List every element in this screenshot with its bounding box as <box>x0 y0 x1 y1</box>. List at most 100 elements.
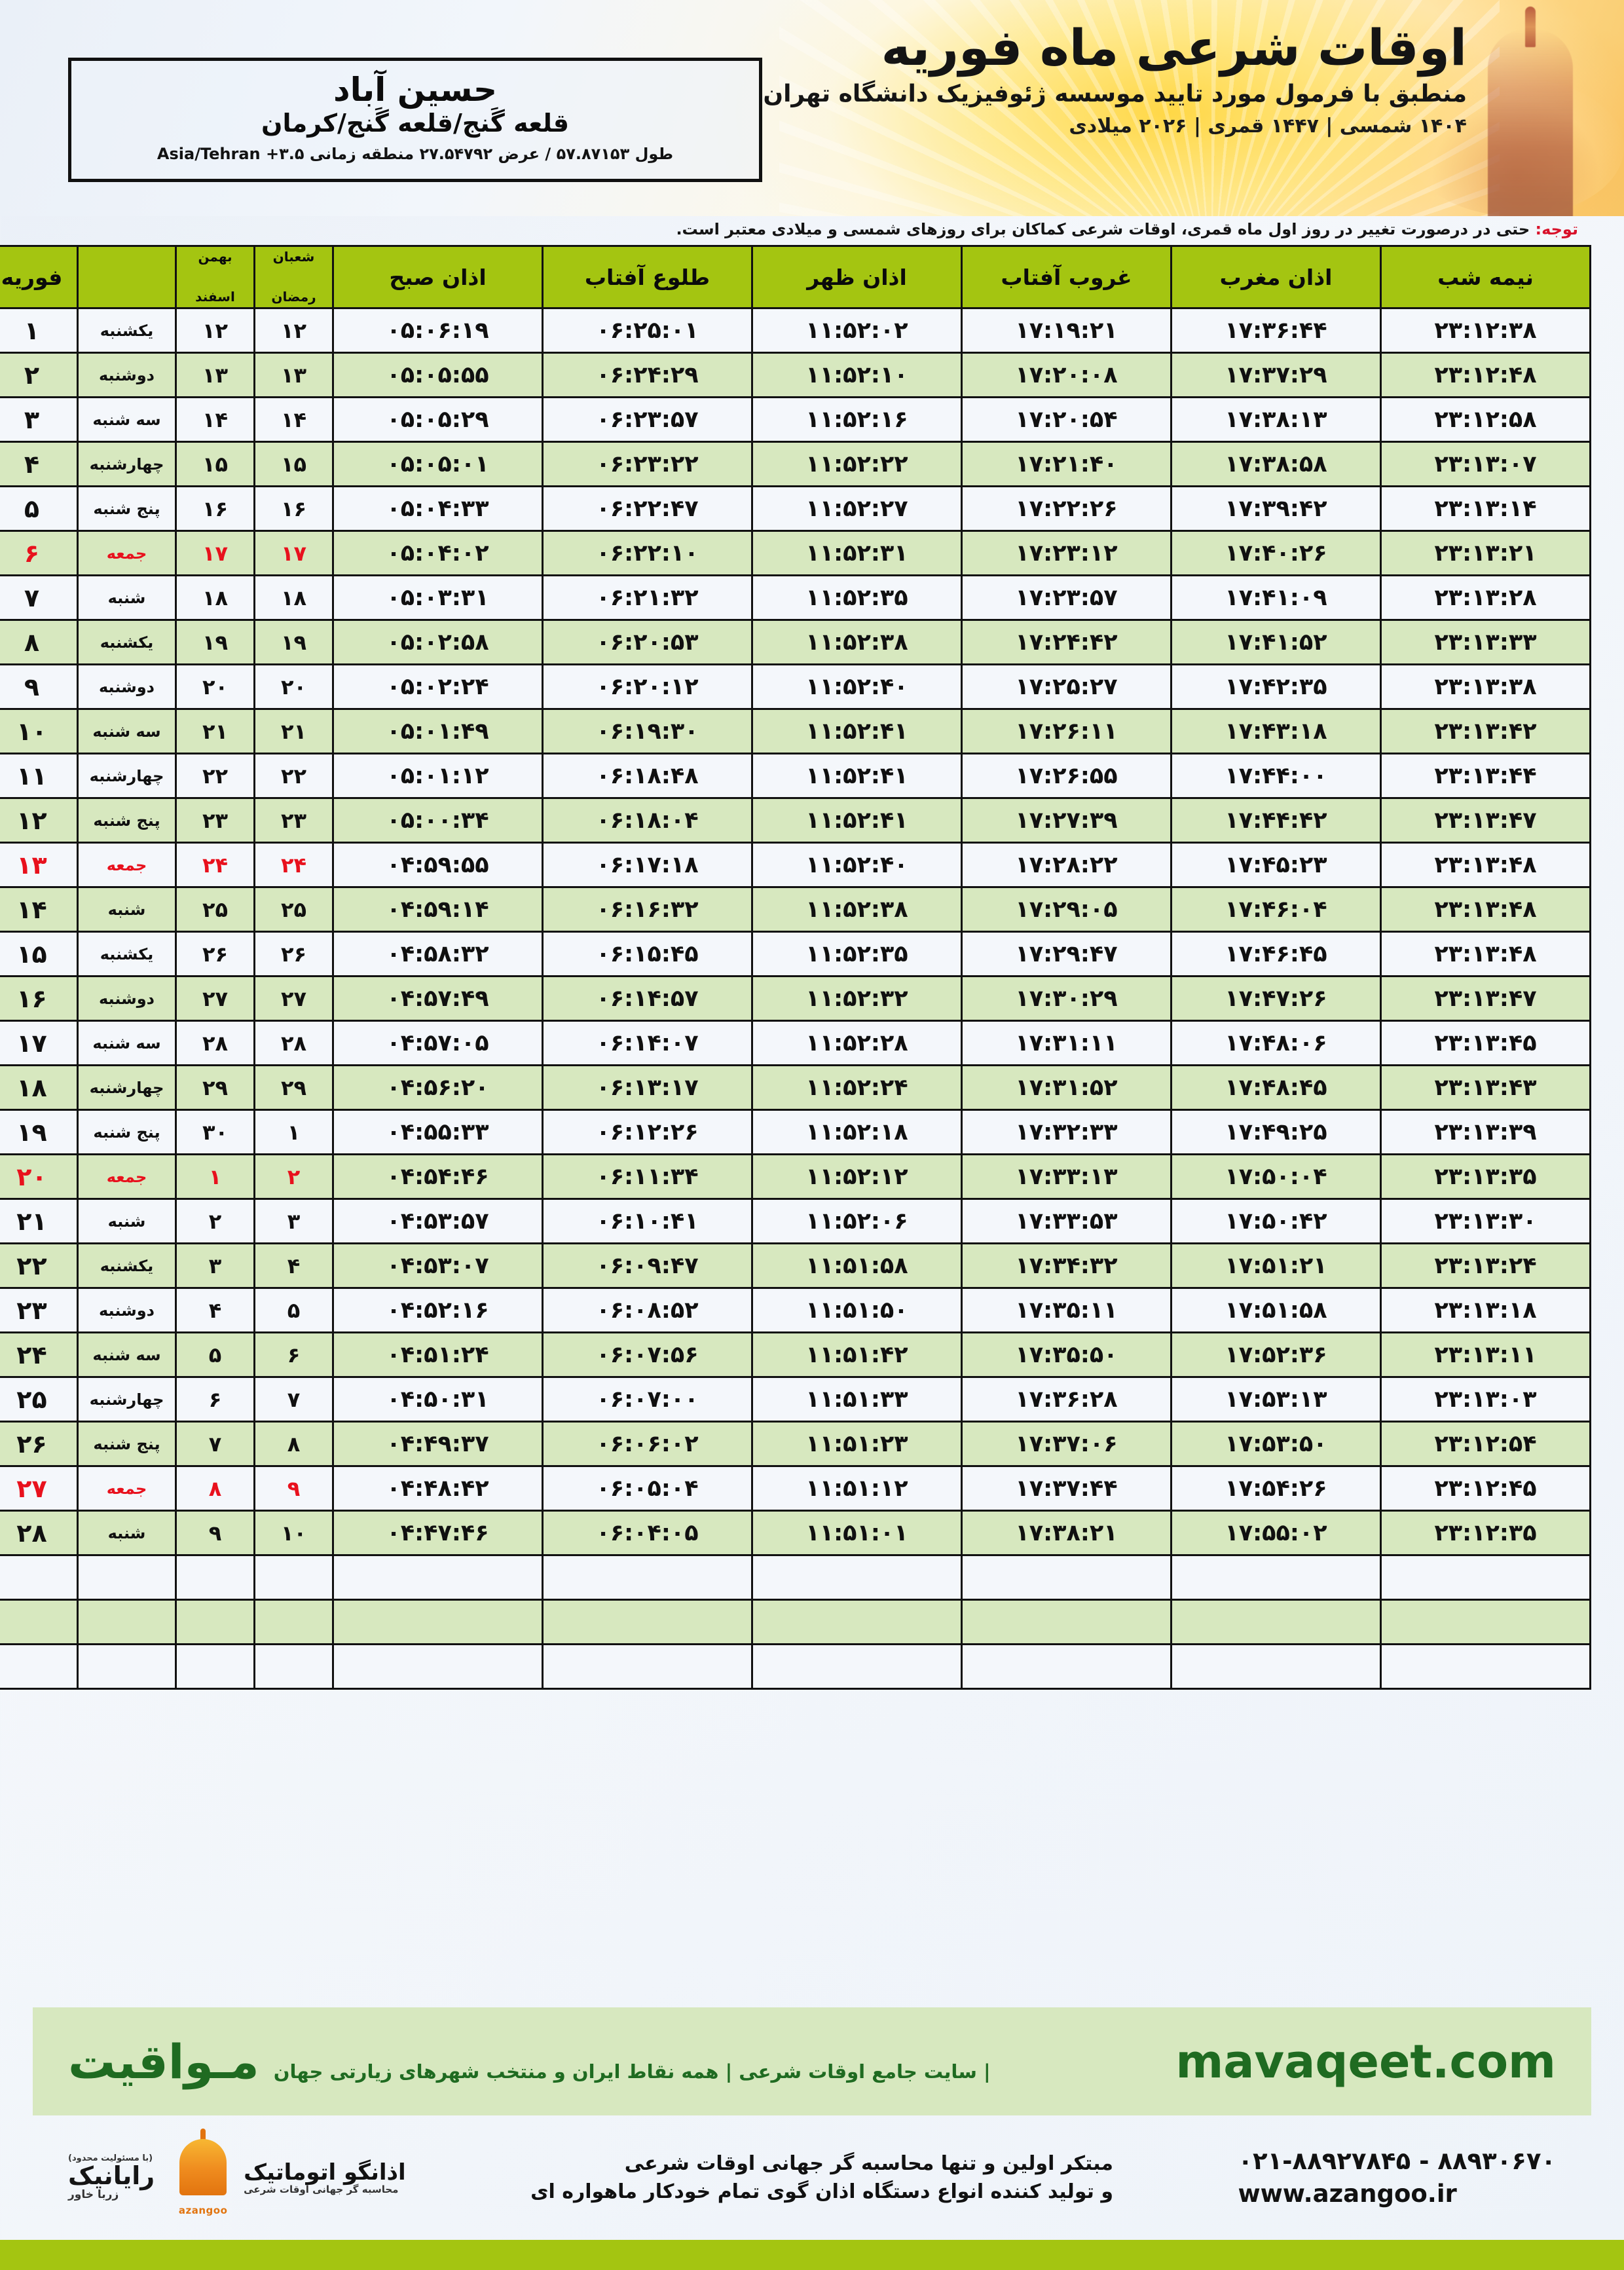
cell-hijri-day: ۱۶ <box>253 485 334 532</box>
cell-time-fajr: ۰۵:۰۳:۳۱ <box>332 574 544 621</box>
cell-time-dhuhr: ۱۱:۵۱:۴۲ <box>751 1331 963 1378</box>
contact-website[interactable]: www.azangoo.ir <box>1238 2180 1457 2208</box>
table-row: ۲۳:۱۳:۴۸ ۱۷:۴۵:۲۳ ۱۷:۲۸:۲۲ ۱۱:۵۲:۴۰ ۰۶:۱۷:۱۸… <box>0 842 1591 888</box>
cell-gregorian-day: ۹ <box>0 663 79 710</box>
cell-time-midnight <box>1380 1643 1591 1690</box>
cell-time-sunset: ۱۷:۲۰:۰۸ <box>961 352 1172 398</box>
cell-weekday-name: شنبه <box>77 574 177 621</box>
table-row: ۲۳:۱۳:۴۸ ۱۷:۴۶:۰۴ ۱۷:۲۹:۰۵ ۱۱:۵۲:۳۸ ۰۶:۱۶:۳۲… <box>0 886 1591 933</box>
contact-column: ۰۲۱-۸۸۹۲۷۸۴۵ - ۸۸۹۳۰۶۷۰ www.azangoo.ir <box>1238 2145 1556 2210</box>
cell-weekday-name: یکشنبه <box>77 1242 177 1289</box>
col-header-sunset: غروب آفتاب <box>961 245 1172 309</box>
cell-time-sunrise: ۰۶:۲۲:۱۰ <box>542 530 753 576</box>
table-row: ۲۳:۱۳:۰۳ ۱۷:۵۳:۱۳ ۱۷:۳۶:۲۸ ۱۱:۵۱:۳۳ ۰۶:۰۷:۰۰… <box>0 1376 1591 1423</box>
contact-phone: ۰۲۱-۸۸۹۲۷۸۴۵ - ۸۸۹۳۰۶۷۰ <box>1238 2147 1556 2176</box>
cell-time-midnight: ۲۳:۱۲:۴۸ <box>1380 352 1591 398</box>
cell-shamsi-day: ۳ <box>175 1242 255 1289</box>
cell-time-sunset: ۱۷:۲۱:۴۰ <box>961 441 1172 487</box>
cell-gregorian-day: ۲۴ <box>0 1331 79 1378</box>
azangoo-logo-text: اذانگو اتوماتیک محاسبه گر جهانی اوقات شر… <box>244 2159 406 2195</box>
cell-weekday-name: دوشنبه <box>77 352 177 398</box>
col-header-midnight: نیمه شب <box>1380 245 1591 309</box>
cell-time-midnight: ۲۳:۱۳:۰۷ <box>1380 441 1591 487</box>
cell-time-sunrise: ۰۶:۱۹:۳۰ <box>542 708 753 754</box>
cell-time-maghrib: ۱۷:۴۳:۱۸ <box>1170 708 1382 754</box>
slogan-column: مبتکر اولین و تنها محاسبه گر جهانی اوقات… <box>530 2149 1113 2206</box>
cell-time-maghrib <box>1170 1643 1382 1690</box>
cell-time-sunrise: ۰۶:۲۳:۵۷ <box>542 396 753 443</box>
cell-time-sunrise: ۰۶:۲۴:۲۹ <box>542 352 753 398</box>
rayanik-logo-main: رایانیک <box>68 2161 155 2190</box>
azangoo-logo-title: اذانگو اتوماتیک <box>244 2159 406 2186</box>
cell-gregorian-day: ۴ <box>0 441 79 487</box>
cell-gregorian-day: ۲۱ <box>0 1198 79 1244</box>
cell-hijri-day: ۲۹ <box>253 1064 334 1111</box>
cell-time-sunset: ۱۷:۲۶:۱۱ <box>961 708 1172 754</box>
cell-time-maghrib: ۱۷:۴۸:۰۶ <box>1170 1020 1382 1066</box>
cell-time-sunset: ۱۷:۲۴:۴۲ <box>961 619 1172 665</box>
cell-time-sunset: ۱۷:۳۶:۲۸ <box>961 1376 1172 1423</box>
cell-time-maghrib: ۱۷:۴۶:۰۴ <box>1170 886 1382 933</box>
cell-time-sunset: ۱۷:۱۹:۲۱ <box>961 307 1172 354</box>
cell-weekday-name: یکشنبه <box>77 931 177 977</box>
cell-time-sunset: ۱۷:۲۷:۳۹ <box>961 797 1172 844</box>
cell-time-sunrise: ۰۶:۱۵:۴۵ <box>542 931 753 977</box>
table-row: ۲۳:۱۳:۴۷ ۱۷:۴۷:۲۶ ۱۷:۳۰:۲۹ ۱۱:۵۲:۳۲ ۰۶:۱۴:۵۷… <box>0 975 1591 1022</box>
table-row: ۲۳:۱۲:۳۸ ۱۷:۳۶:۴۴ ۱۷:۱۹:۲۱ ۱۱:۵۲:۰۲ ۰۶:۲۵:۰۱… <box>0 307 1591 354</box>
cell-time-dhuhr: ۱۱:۵۲:۲۷ <box>751 485 963 532</box>
table-row <box>0 1554 1591 1601</box>
cell-time-dhuhr: ۱۱:۵۱:۵۸ <box>751 1242 963 1289</box>
cell-time-maghrib: ۱۷:۳۷:۲۹ <box>1170 352 1382 398</box>
cell-time-dhuhr: ۱۱:۵۲:۱۸ <box>751 1109 963 1155</box>
cell-weekday-name: جمعه <box>77 1465 177 1512</box>
cell-time-sunset: ۱۷:۲۸:۲۲ <box>961 842 1172 888</box>
cell-time-sunset <box>961 1599 1172 1645</box>
cell-time-midnight: ۲۳:۱۳:۱۸ <box>1380 1287 1591 1333</box>
cell-shamsi-day: ۱۳ <box>175 352 255 398</box>
city-name: حسین آباد <box>333 71 498 109</box>
cell-hijri-day: ۱۲ <box>253 307 334 354</box>
cell-time-maghrib: ۱۷:۴۸:۴۵ <box>1170 1064 1382 1111</box>
cell-shamsi-day: ۲۰ <box>175 663 255 710</box>
cell-shamsi-day: ۱۷ <box>175 530 255 576</box>
table-header: نیمه شب اذان مغرب غروب آفتاب اذان ظهر طل… <box>0 245 1591 309</box>
col-header-shamsi: بهمن اسفند <box>175 245 255 309</box>
cell-time-sunset: ۱۷:۲۳:۱۲ <box>961 530 1172 576</box>
cell-hijri-day: ۱۰ <box>253 1510 334 1556</box>
cell-weekday-name: جمعه <box>77 842 177 888</box>
cell-gregorian-day: ۶ <box>0 530 79 576</box>
brand-domain[interactable]: mavaqeet.com <box>1175 2034 1556 2089</box>
cell-time-midnight: ۲۳:۱۳:۴۳ <box>1380 1064 1591 1111</box>
cell-time-maghrib: ۱۷:۵۰:۰۴ <box>1170 1153 1382 1200</box>
page-footer: mavaqeet.com | سایت جامع اوقات شرعی | هم… <box>0 2007 1624 2270</box>
cell-hijri-day: ۴ <box>253 1242 334 1289</box>
table-row <box>0 1599 1591 1645</box>
cell-time-sunset: ۱۷:۲۳:۵۷ <box>961 574 1172 621</box>
cell-gregorian-day: ۲۶ <box>0 1421 79 1467</box>
cell-shamsi-day: ۱۲ <box>175 307 255 354</box>
cell-time-midnight: ۲۳:۱۲:۵۸ <box>1380 396 1591 443</box>
cell-time-fajr: ۰۴:۵۹:۱۴ <box>332 886 544 933</box>
cell-hijri-day: ۲۳ <box>253 797 334 844</box>
table-row: ۲۳:۱۳:۳۵ ۱۷:۵۰:۰۴ ۱۷:۳۳:۱۳ ۱۱:۵۲:۱۲ ۰۶:۱۱:۳۴… <box>0 1153 1591 1200</box>
cell-hijri-day: ۱۵ <box>253 441 334 487</box>
cell-time-midnight: ۲۳:۱۳:۴۸ <box>1380 931 1591 977</box>
brand-tagline: | سایت جامع اوقات شرعی | همه نقاط ایران … <box>273 2060 991 2083</box>
cell-time-sunset: ۱۷:۳۲:۳۳ <box>961 1109 1172 1155</box>
cell-time-midnight: ۲۳:۱۳:۰۳ <box>1380 1376 1591 1423</box>
cell-time-sunrise: ۰۶:۱۳:۱۷ <box>542 1064 753 1111</box>
cell-hijri-day <box>253 1643 334 1690</box>
table-row: ۲۳:۱۳:۴۳ ۱۷:۴۸:۴۵ ۱۷:۳۱:۵۲ ۱۱:۵۲:۲۴ ۰۶:۱۳:۱۷… <box>0 1064 1591 1111</box>
cell-time-sunrise: ۰۶:۲۰:۱۲ <box>542 663 753 710</box>
cell-time-dhuhr <box>751 1643 963 1690</box>
cell-time-sunset: ۱۷:۲۰:۵۴ <box>961 396 1172 443</box>
cell-time-midnight: ۲۳:۱۳:۳۹ <box>1380 1109 1591 1155</box>
cell-time-dhuhr: ۱۱:۵۲:۴۱ <box>751 753 963 799</box>
cell-hijri-day: ۱۳ <box>253 352 334 398</box>
cell-shamsi-day <box>175 1643 255 1690</box>
col-header-dhuhr: اذان ظهر <box>751 245 963 309</box>
cell-shamsi-day: ۲۸ <box>175 1020 255 1066</box>
cell-gregorian-day: ۲۲ <box>0 1242 79 1289</box>
cell-time-sunrise: ۰۶:۲۳:۲۲ <box>542 441 753 487</box>
cell-gregorian-day: ۱۲ <box>0 797 79 844</box>
